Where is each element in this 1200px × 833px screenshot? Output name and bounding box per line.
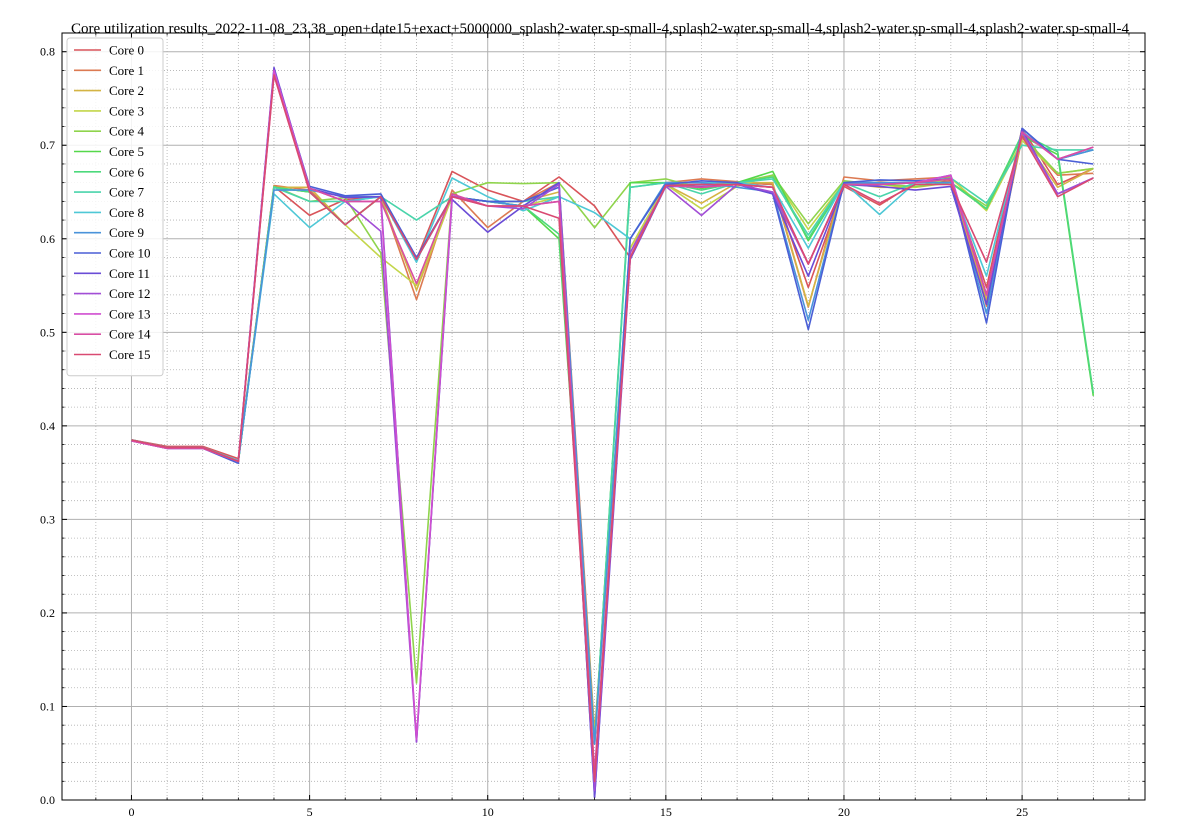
y-tick-label: 0.2 bbox=[40, 606, 55, 620]
legend-label: Core 6 bbox=[109, 164, 145, 179]
y-tick-label: 0.7 bbox=[40, 138, 55, 152]
tick-labels: 0 5 10 15 20 25 0.0 0.1 0.2 0.3 0.4 0.5 0.6 0.7 0.8 bbox=[40, 45, 1028, 819]
legend-label: Core 5 bbox=[109, 144, 144, 159]
axis-ticks bbox=[62, 32, 1145, 801]
series-line-core-0 bbox=[131, 127, 1094, 460]
y-tick-label: 0.4 bbox=[40, 419, 55, 433]
legend-label: Core 7 bbox=[109, 185, 145, 200]
legend-label: Core 4 bbox=[109, 124, 145, 139]
legend-entry: Core 14 bbox=[74, 327, 151, 342]
legend-label: Core 11 bbox=[109, 266, 150, 281]
series-line-core-5 bbox=[131, 135, 1095, 745]
legend-label: Core 15 bbox=[109, 347, 151, 362]
y-tick-label: 0.6 bbox=[40, 232, 55, 246]
legend-label: Core 0 bbox=[109, 43, 144, 58]
minor-grid bbox=[62, 32, 1145, 800]
legend-label: Core 3 bbox=[109, 103, 144, 118]
legend-entry: Core 9 bbox=[74, 225, 144, 240]
legend-entry: Core 10 bbox=[74, 246, 151, 261]
legend-entry: Core 8 bbox=[74, 205, 144, 220]
x-tick-label: 0 bbox=[128, 805, 134, 819]
legend-box bbox=[66, 37, 164, 377]
legend-entry: Core 6 bbox=[74, 164, 145, 179]
x-tick-label: 15 bbox=[660, 805, 672, 819]
x-tick-label: 20 bbox=[838, 805, 850, 819]
series-line-core-1 bbox=[131, 137, 1094, 734]
series-lines bbox=[131, 66, 1095, 799]
legend: Core 0 Core 1 Core 2 Core 3 Core 4 Core 5 Core… bbox=[66, 37, 164, 377]
legend-label: Core 10 bbox=[109, 246, 151, 261]
series-line-core-4 bbox=[131, 135, 1094, 684]
x-tick-label: 25 bbox=[1016, 805, 1028, 819]
y-tick-label: 0.1 bbox=[40, 699, 55, 713]
y-tick-label: 0.5 bbox=[40, 325, 55, 339]
legend-entry: Core 15 bbox=[74, 347, 151, 362]
legend-entry: Core 11 bbox=[74, 266, 150, 281]
legend-label: Core 14 bbox=[109, 327, 151, 342]
legend-entry: Core 0 bbox=[74, 43, 144, 58]
legend-entry: Core 3 bbox=[74, 103, 144, 118]
series-line-core-9 bbox=[131, 127, 1094, 745]
x-tick-label: 10 bbox=[482, 805, 494, 819]
legend-entry: Core 7 bbox=[74, 185, 145, 200]
x-tick-label: 5 bbox=[307, 805, 313, 819]
y-tick-label: 0.3 bbox=[40, 512, 55, 526]
y-tick-label: 0.0 bbox=[40, 793, 55, 807]
major-grid bbox=[62, 33, 1145, 801]
legend-label: Core 8 bbox=[109, 205, 144, 220]
legend-label: Core 2 bbox=[109, 83, 144, 98]
legend-label: Core 9 bbox=[109, 225, 144, 240]
series-line-core-3 bbox=[131, 139, 1094, 738]
series-line-core-15 bbox=[131, 74, 1094, 783]
legend-label: Core 1 bbox=[109, 63, 144, 78]
plot-frame bbox=[61, 32, 1146, 801]
series-line-core-14 bbox=[131, 74, 1094, 773]
y-tick-label: 0.8 bbox=[40, 45, 55, 59]
legend-entry: Core 4 bbox=[74, 124, 145, 139]
legend-label: Core 12 bbox=[109, 286, 151, 301]
legend-entry: Core 13 bbox=[74, 306, 151, 321]
legend-entry: Core 1 bbox=[74, 63, 144, 78]
legend-entry: Core 5 bbox=[74, 144, 144, 159]
legend-entry: Core 12 bbox=[74, 286, 151, 301]
series-line-core-2 bbox=[131, 135, 1094, 745]
legend-label: Core 13 bbox=[109, 306, 151, 321]
legend-entry: Core 2 bbox=[74, 83, 144, 98]
